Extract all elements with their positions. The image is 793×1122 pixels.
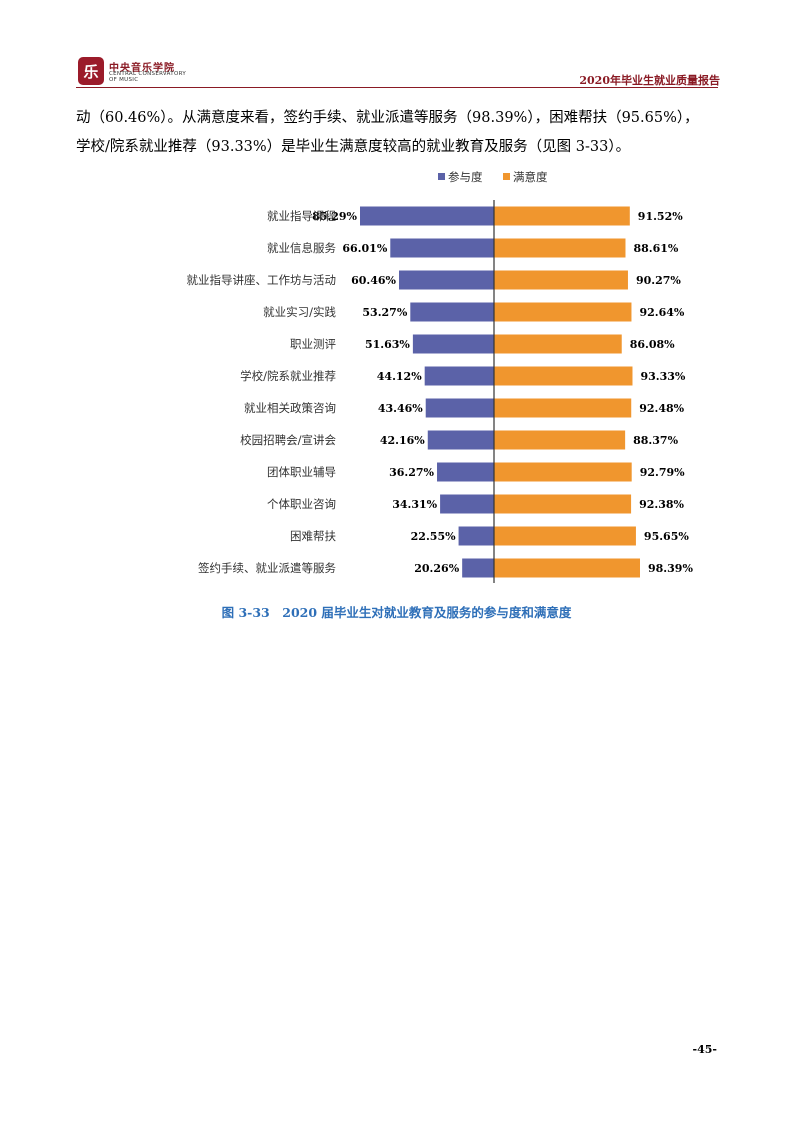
participation-value-label: 53.27% <box>362 306 407 319</box>
header-divider <box>76 87 718 88</box>
satisfaction-bar <box>494 334 622 354</box>
conservatory-logo-icon: 乐 <box>78 57 104 85</box>
satisfaction-bar <box>494 462 632 482</box>
satisfaction-bar <box>494 302 632 322</box>
participation-value-label: 36.27% <box>389 466 434 479</box>
category-label: 就业相关政策咨询 <box>244 401 336 415</box>
body-paragraph: 动（60.46%）。从满意度来看，签约手续、就业派遣等服务（98.39%），困难… <box>76 104 718 162</box>
satisfaction-bar <box>494 398 632 418</box>
satisfaction-value-label: 88.37% <box>633 434 678 447</box>
legend-satisfaction-label: 满意度 <box>513 170 548 184</box>
participation-bar <box>458 526 494 546</box>
participation-bar <box>390 238 494 258</box>
category-label: 签约手续、就业派遣等服务 <box>198 561 336 575</box>
category-label: 就业实习/实践 <box>263 305 336 319</box>
participation-satisfaction-chart: 参与度 满意度 85.29% 91.52% 就业指导课程 66.01% 88.61% 就业信息… <box>187 170 693 583</box>
participation-value-label: 43.46% <box>378 402 423 415</box>
category-label: 就业指导课程 <box>267 209 336 223</box>
satisfaction-value-label: 95.65% <box>644 530 689 543</box>
legend-participation-swatch <box>438 173 445 180</box>
figure-caption: 图 3-33 2020 届毕业生对就业教育及服务的参与度和满意度 <box>221 605 572 620</box>
category-label: 就业信息服务 <box>267 241 336 255</box>
satisfaction-value-label: 91.52% <box>638 210 683 223</box>
legend-participation-label: 参与度 <box>448 170 483 184</box>
satisfaction-value-label: 86.08% <box>630 338 675 351</box>
satisfaction-value-label: 88.61% <box>633 242 678 255</box>
body-line-1: 动（60.46%）。从满意度来看，签约手续、就业派遣等服务（98.39%），困难… <box>76 110 699 126</box>
participation-value-label: 20.26% <box>414 562 459 575</box>
participation-value-label: 22.55% <box>411 530 456 543</box>
category-label: 职业测评 <box>290 337 336 351</box>
satisfaction-bar <box>494 366 633 386</box>
participation-bar <box>437 462 494 482</box>
satisfaction-value-label: 90.27% <box>636 274 681 287</box>
satisfaction-bar <box>494 430 626 450</box>
satisfaction-bar <box>494 238 626 258</box>
category-label: 就业指导讲座、工作坊与活动 <box>187 273 337 287</box>
satisfaction-bar <box>494 270 628 290</box>
satisfaction-value-label: 92.38% <box>639 498 684 511</box>
satisfaction-value-label: 92.64% <box>639 306 684 319</box>
logo-glyph: 乐 <box>83 62 99 81</box>
satisfaction-value-label: 93.33% <box>640 370 685 383</box>
logo-english-line2: OF MUSIC <box>109 77 139 83</box>
participation-bar <box>425 398 494 418</box>
participation-value-label: 85.29% <box>312 210 357 223</box>
participation-value-label: 42.16% <box>380 434 425 447</box>
participation-bar <box>427 430 494 450</box>
report-title: 2020年毕业生就业质量报告 <box>579 74 720 87</box>
participation-bar <box>462 558 494 578</box>
category-label: 困难帮扶 <box>290 529 336 543</box>
page-number: -45- <box>692 1043 717 1056</box>
satisfaction-bar <box>494 526 636 546</box>
satisfaction-bar <box>494 494 632 514</box>
participation-value-label: 60.46% <box>351 274 396 287</box>
participation-bar <box>412 334 494 354</box>
participation-bar <box>410 302 494 322</box>
participation-bar <box>360 206 494 226</box>
participation-bar <box>440 494 494 514</box>
category-label: 团体职业辅导 <box>267 465 336 479</box>
page-header: 乐 中央音乐学院 CENTRAL CONSERVATORY OF MUSIC 2… <box>0 0 793 100</box>
participation-bar <box>424 366 494 386</box>
participation-value-label: 44.12% <box>377 370 422 383</box>
category-label: 个体职业咨询 <box>267 497 336 511</box>
satisfaction-bar <box>494 206 630 226</box>
participation-value-label: 51.63% <box>365 338 410 351</box>
category-label: 校园招聘会/宣讲会 <box>240 433 336 447</box>
legend-satisfaction-swatch <box>503 173 510 180</box>
satisfaction-value-label: 92.79% <box>640 466 685 479</box>
category-label: 学校/院系就业推荐 <box>240 369 336 383</box>
body-line-2: 学校/院系就业推荐（93.33%）是毕业生满意度较高的就业教育及服务（见图 3-… <box>76 139 631 155</box>
participation-value-label: 34.31% <box>392 498 437 511</box>
logo-chinese-name: 中央音乐学院 <box>109 63 175 74</box>
satisfaction-bar <box>494 558 640 578</box>
participation-value-label: 66.01% <box>342 242 387 255</box>
logo-english-name: CENTRAL CONSERVATORY OF MUSIC <box>109 71 186 83</box>
participation-bar <box>399 270 494 290</box>
satisfaction-value-label: 92.48% <box>639 402 684 415</box>
logo-english-line1: CENTRAL CONSERVATORY <box>109 71 186 77</box>
satisfaction-value-label: 98.39% <box>648 562 693 575</box>
